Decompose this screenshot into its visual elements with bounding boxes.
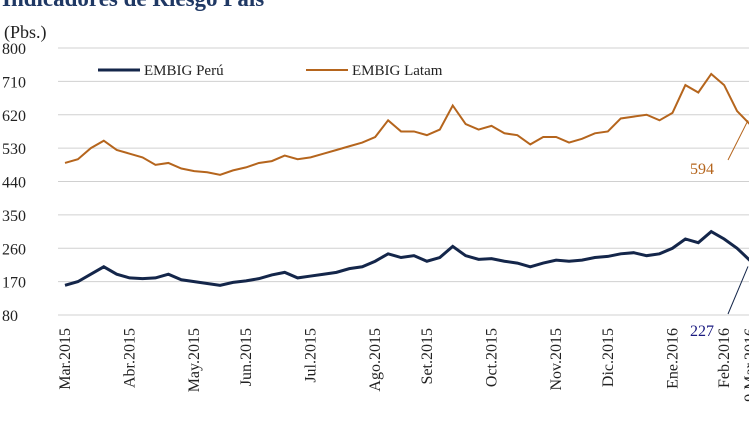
chart-subtitle: (Pbs.) <box>4 22 47 43</box>
x-tick-label: Jul.2015 <box>303 328 320 383</box>
series-line <box>64 229 749 287</box>
annotation-arrow <box>727 120 749 161</box>
x-tick-label: May.2015 <box>186 328 203 392</box>
y-tick-label: 170 <box>2 275 26 292</box>
y-tick-label: 80 <box>2 308 18 325</box>
end-value-label: 594 <box>690 161 714 178</box>
y-tick-label: 620 <box>2 108 26 125</box>
x-tick-label: Ene.2016 <box>664 328 681 389</box>
y-tick-label: 800 <box>2 41 26 58</box>
series-line <box>64 72 749 176</box>
x-tick-label: Oct.2015 <box>484 328 501 387</box>
x-tick-label: Mar.2015 <box>57 328 74 390</box>
legend-label: EMBIG Latam <box>352 63 443 79</box>
y-tick-label: 260 <box>2 241 26 258</box>
y-tick-label: 440 <box>2 175 26 192</box>
x-tick-label: Nov.2015 <box>548 328 565 391</box>
x-tick-label: Feb.2016 <box>716 328 733 388</box>
end-value-label: 227 <box>690 323 714 340</box>
y-tick-label: 350 <box>2 208 26 225</box>
x-tick-label: Abr.2015 <box>122 328 139 388</box>
x-tick-label: Jun.2015 <box>238 328 255 386</box>
chart-title: Indicadores de Riesgo País <box>2 0 264 11</box>
legend-label: EMBIG Perú <box>144 63 224 79</box>
x-tick-label: 9 Mar.2016 <box>742 328 749 402</box>
annotation-arrow <box>727 266 749 315</box>
x-tick-label: Dic.2015 <box>600 328 617 387</box>
x-tick-label: Set.2015 <box>419 328 436 384</box>
x-tick-label: Ago.2015 <box>367 328 384 392</box>
y-tick-label: 530 <box>2 141 26 158</box>
y-tick-label: 710 <box>2 74 26 91</box>
